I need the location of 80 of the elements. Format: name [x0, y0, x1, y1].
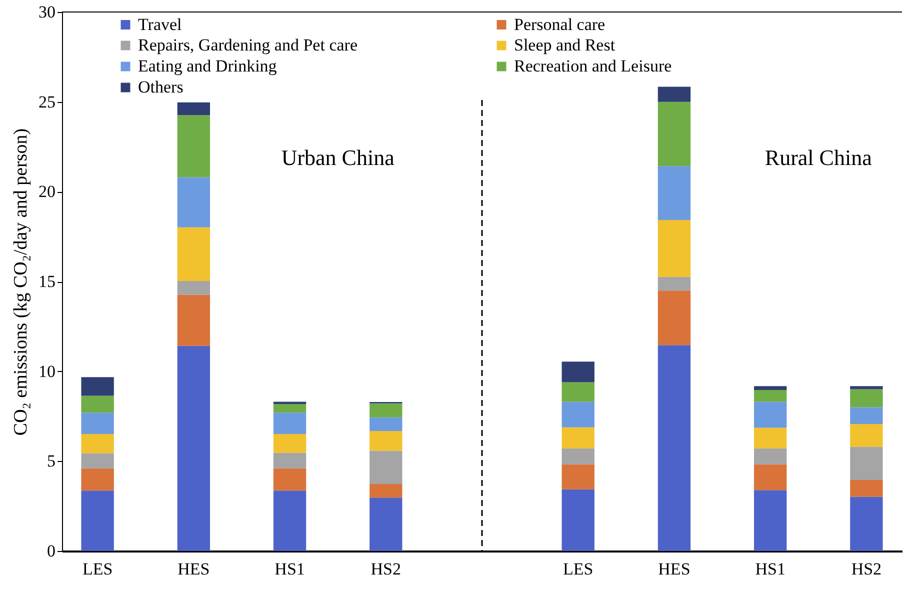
bar — [177, 177, 210, 228]
legend-label: Eating and Drinking — [138, 56, 278, 76]
bar — [562, 489, 594, 551]
legend-label: Repairs, Gardening and Pet care — [138, 36, 358, 54]
bar — [850, 407, 883, 424]
bar — [370, 484, 402, 498]
bar — [273, 452, 306, 468]
bar — [658, 86, 691, 102]
y-axis-title: CO₂ emissions (kg CO₂/day and person) — [10, 128, 32, 436]
bar — [273, 434, 306, 453]
bar — [562, 382, 594, 402]
x-tick-label: HS2 — [851, 560, 882, 578]
x-tick-label: HES — [178, 560, 210, 578]
bar — [850, 446, 883, 480]
bar — [273, 468, 306, 491]
bar — [370, 450, 402, 484]
bar — [273, 490, 306, 551]
y-tick-label: 15 — [38, 272, 56, 291]
bar — [562, 402, 594, 428]
bar — [658, 345, 691, 551]
bar — [754, 428, 787, 448]
bar — [81, 453, 114, 468]
bar — [850, 480, 883, 497]
y-tick-label: 25 — [38, 92, 56, 112]
bar — [850, 389, 883, 408]
x-tick-label: LES — [562, 560, 594, 578]
y-tick-label: 5 — [47, 452, 56, 471]
bar — [754, 490, 787, 551]
annotation: Urban China — [281, 145, 395, 170]
bar — [370, 498, 402, 551]
bar — [81, 490, 114, 551]
bar — [273, 404, 306, 413]
x-tick-label: HES — [658, 560, 690, 578]
bar — [658, 220, 691, 277]
y-tick-label: 10 — [38, 362, 56, 381]
legend-label: Sleep and Rest — [514, 36, 616, 54]
bar — [754, 448, 787, 464]
bar — [754, 386, 787, 390]
annotation: Rural China — [764, 145, 872, 170]
bar — [177, 115, 210, 178]
bar — [370, 417, 402, 431]
bar — [81, 377, 114, 396]
bar — [562, 362, 594, 382]
bar — [177, 227, 210, 281]
bar — [658, 276, 691, 291]
y-tick-label: 0 — [47, 542, 56, 560]
bar — [81, 412, 114, 434]
x-tick-label: HS1 — [755, 560, 786, 578]
bar — [177, 280, 210, 295]
x-tick-label: HS1 — [274, 560, 305, 578]
legend-label: Personal care — [514, 14, 606, 34]
bar — [370, 430, 402, 451]
bar — [562, 464, 594, 490]
bar — [658, 166, 691, 220]
legend-label: Recreation and Leisure — [514, 56, 672, 76]
bar — [658, 290, 691, 346]
bar — [850, 424, 883, 447]
bar — [850, 386, 883, 390]
y-tick-label: 20 — [38, 182, 56, 202]
bar — [177, 102, 210, 116]
bar — [81, 468, 114, 491]
bar — [273, 412, 306, 434]
legend-label: Others — [138, 78, 184, 96]
bar — [273, 402, 306, 404]
bar — [177, 346, 210, 551]
bar — [81, 396, 114, 413]
bar — [562, 448, 594, 464]
bar — [754, 402, 787, 428]
bar — [370, 403, 402, 418]
legend-label: Travel — [138, 14, 182, 34]
bar — [754, 464, 787, 490]
y-tick-label: 30 — [38, 2, 56, 22]
bar — [850, 496, 883, 551]
x-tick-label: HS2 — [370, 560, 402, 578]
x-tick-label: LES — [82, 560, 113, 578]
bar — [177, 294, 210, 346]
bar — [658, 102, 691, 166]
bar — [81, 434, 114, 454]
bar — [562, 427, 594, 448]
bar — [754, 390, 787, 402]
